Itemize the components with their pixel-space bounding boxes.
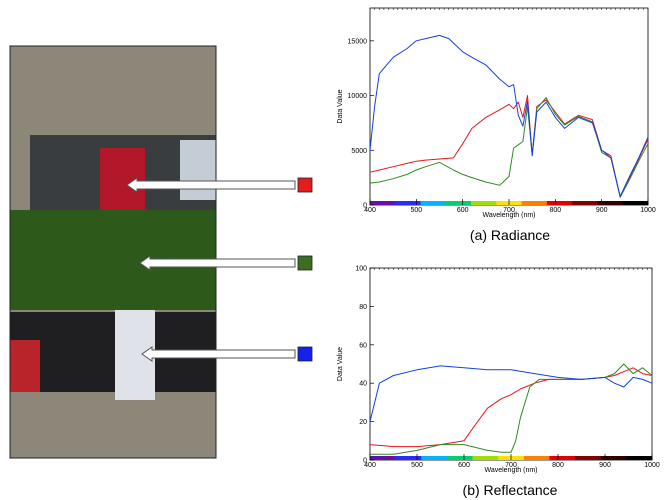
reflectance-y-tick-label: 0 [363,458,367,465]
image-red-car-bottom [10,340,40,392]
radiance-y-tick-label: 5000 [351,148,367,155]
reflectance-caption: (b) Reflectance [463,482,558,498]
radiance-spectrum-bar-segment [471,201,497,205]
marker-red-square [297,177,313,193]
radiance-x-tick-label: 900 [596,207,608,214]
reflectance-y-tick-label: 60 [359,342,367,349]
radiance-spectrum-bar-segment [597,201,624,205]
reflectance-y-tick-label: 20 [359,419,367,426]
reflectance-x-tick-label: 800 [552,462,564,469]
radiance-chart: 0 5000 10000 15000 400 500 600 700 800 900 1000 Wav… [337,7,656,219]
radiance-spectrum-bar-segment [370,201,396,205]
radiance-y-tick-label: 15000 [348,38,368,45]
reflectance-spectrum-bar-segment [370,456,396,460]
reflectance-x-tick-label: 1000 [644,462,660,469]
radiance-series-blue [369,34,649,197]
arrow-red [126,177,296,193]
radiance-x-tick-label: 700 [503,207,515,214]
reflectance-spectrum-bar-segment [600,456,627,460]
image-border [9,45,217,459]
reflectance-chart: 0 20 40 60 80 100 400 500 600 700 800 900 1000 Wavele… [337,266,660,475]
reflectance-x-tick-label: 900 [599,462,611,469]
radiance-series-red [369,95,649,198]
reflectance-y-axis-label: Data Value [337,347,344,381]
radiance-caption: (a) Radiance [470,227,550,243]
reflectance-spectrum-bar-segment [472,456,499,460]
arrow-blue [141,346,296,362]
radiance-spectrum-bar-segment [420,201,447,205]
radiance-spectrum-bar-segment [521,201,548,205]
radiance-spectrum-bar-segment [622,201,649,205]
reflectance-spectrum-bar-segment [395,456,422,460]
radiance-x-tick-label: 800 [549,207,561,214]
radiance-spectrum-bar-segment [572,201,598,205]
reflectance-spectrum-bar-segment [575,456,602,460]
reflectance-spectrum-bar-segment [421,456,448,460]
reflectance-spectrum-bar-segment [549,456,576,460]
radiance-x-tick-label: 500 [410,207,422,214]
reflectance-x-tick-label: 600 [458,462,470,469]
radiance-x-tick-label: 600 [457,207,469,214]
marker-green-square [297,255,313,271]
radiance-x-tick-label: 400 [364,207,376,214]
radiance-y-tick-label: 0 [363,203,367,210]
reflectance-series-green [370,363,653,455]
reflectance-x-tick-label: 400 [364,462,376,469]
reflectance-x-tick-label: 700 [505,462,517,469]
reflectance-series-red [369,367,653,448]
reflectance-spectrum-bar-segment [523,456,550,460]
reflectance-spectrum-bar-segment [626,456,653,460]
image-white-car-top [180,140,216,200]
radiance-y-tick-label: 10000 [348,93,368,100]
reflectance-plot-frame [369,267,653,461]
radiance-x-axis-label: Wavelength (nm) [482,212,535,219]
radiance-spectrum-bar-segment [445,201,472,205]
radiance-y-axis-label: Data Value [337,89,344,123]
reflectance-y-tick-label: 40 [359,381,367,388]
radiance-spectrum-bar-segment [395,201,421,205]
reflectance-y-tick-label: 100 [355,266,367,273]
radiance-x-tick-label: 1000 [640,207,656,214]
aerial-image [9,45,217,459]
reflectance-x-tick-label: 500 [411,462,423,469]
reflectance-series-blue [369,365,653,422]
arrows [126,177,296,362]
reflectance-x-axis-label: Wavelength (nm) [484,467,537,474]
reflectance-spectrum-bar-segment [446,456,473,460]
arrow-green [139,255,296,271]
marker-blue-square [297,346,313,362]
radiance-spectrum-bar-segment [546,201,573,205]
reflectance-y-tick-label: 80 [359,304,367,311]
